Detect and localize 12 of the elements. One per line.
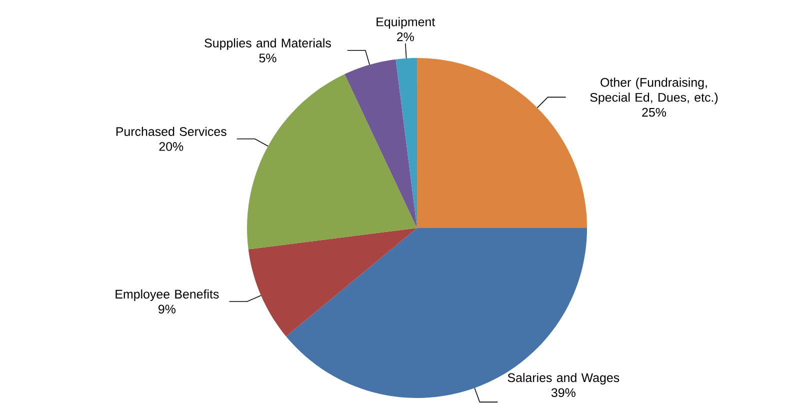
data-label: 25% — [642, 108, 666, 117]
data-label: 9% — [158, 304, 176, 314]
data-label: 5% — [259, 54, 276, 62]
data-label: 2% — [397, 32, 414, 42]
slice-label: Supplies and Materials — [204, 38, 331, 50]
data-label: 39% — [551, 388, 576, 398]
slice-label: Employee Benefits — [116, 289, 219, 302]
slice-label: Other (Fundraising, Special Ed, Dues, etc.) — [590, 78, 718, 104]
slice-label: Purchased Services — [116, 126, 226, 136]
slice-label: Salaries and Wages — [508, 372, 620, 385]
slice-label: Equipment — [376, 17, 436, 29]
data-label: 20% — [159, 142, 184, 151]
